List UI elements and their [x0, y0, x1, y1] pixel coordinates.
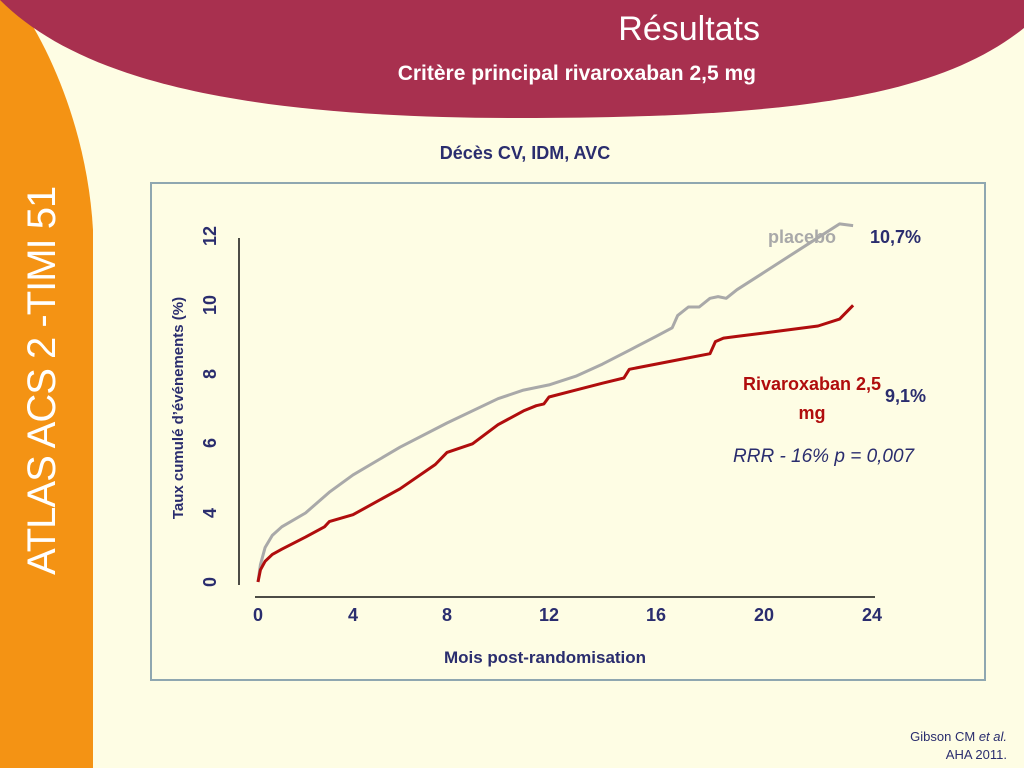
title-banner	[0, 0, 1024, 118]
x-tick-label: 20	[753, 605, 775, 625]
page-title: Résultats	[618, 10, 760, 48]
reference: Gibson CM et al. AHA 2011.	[910, 728, 1007, 764]
x-tick-label: 8	[441, 605, 452, 625]
page-subtitle: Critère principal rivaroxaban 2,5 mg	[397, 62, 756, 85]
y-tick-label: 8	[200, 369, 220, 380]
chart-frame	[150, 182, 986, 681]
reference-etal: et al.	[978, 729, 1007, 744]
chart-title: Décès CV, IDM, AVC	[439, 143, 611, 163]
y-tick-label: 0	[200, 577, 220, 588]
x-tick-label: 24	[861, 605, 883, 625]
x-tick-label: 12	[538, 605, 560, 625]
y-tick-label: 12	[200, 225, 220, 247]
y-axis-label: Taux cumulé d’événements (%)	[170, 296, 187, 520]
x-tick-label: 16	[645, 605, 667, 625]
series-line-rivaroxaban	[256, 304, 855, 583]
y-tick-label: 6	[200, 438, 220, 449]
reference-source: AHA 2011.	[945, 747, 1007, 762]
end-value-rivaroxaban: 9,1%	[885, 386, 927, 406]
legend-label-placebo: placebo	[768, 227, 837, 247]
end-value-placebo: 10,7%	[870, 227, 922, 247]
reference-author: Gibson CM	[910, 729, 976, 744]
x-axis-label: Mois post-randomisation	[443, 648, 647, 667]
x-tick-label: 0	[252, 605, 263, 625]
y-tick-label: 10	[200, 294, 220, 316]
rrr-annotation: RRR - 16% p = 0,007	[733, 446, 915, 467]
y-tick-label: 4	[200, 508, 220, 519]
x-tick-label: 4	[347, 605, 358, 625]
legend-label-rivaroxaban: Rivaroxaban 2,5 mg	[742, 374, 882, 423]
series-line-placebo	[256, 222, 854, 583]
side-bar	[0, 0, 93, 768]
